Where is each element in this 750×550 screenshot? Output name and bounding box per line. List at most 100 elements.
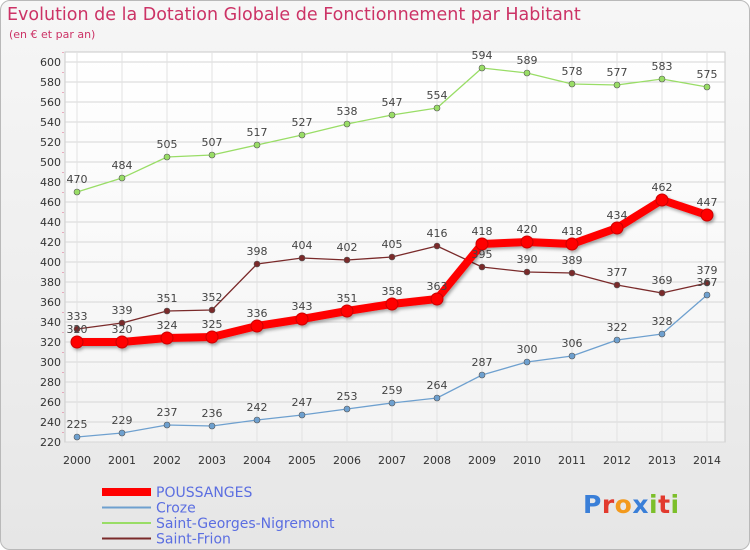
- data-label: 325: [202, 318, 223, 331]
- legend-label: Croze: [156, 501, 196, 517]
- data-label: 418: [562, 225, 583, 238]
- x-tick-label: 2007: [378, 454, 406, 467]
- data-point: [565, 237, 579, 251]
- data-label: 470: [67, 173, 88, 186]
- data-point: [433, 242, 441, 250]
- legend-label: Saint-Frion: [156, 532, 231, 548]
- data-label: 594: [472, 49, 493, 62]
- data-point: [388, 253, 396, 261]
- data-point: [253, 416, 261, 424]
- data-point: [118, 319, 126, 327]
- y-tick-label: 600: [40, 56, 61, 69]
- y-tick-label: 240: [40, 416, 61, 429]
- data-label: 416: [427, 227, 448, 240]
- x-tick-label: 2013: [648, 454, 676, 467]
- data-point: [163, 307, 171, 315]
- data-point: [298, 254, 306, 262]
- data-label: 369: [652, 274, 673, 287]
- data-label: 253: [337, 390, 358, 403]
- data-point: [568, 352, 576, 360]
- y-tick-label: 580: [40, 76, 61, 89]
- data-point: [118, 429, 126, 437]
- data-point: [523, 69, 531, 77]
- data-point: [250, 319, 264, 333]
- x-tick-label: 2012: [603, 454, 631, 467]
- data-point: [433, 104, 441, 112]
- data-point: [613, 281, 621, 289]
- data-point: [703, 291, 711, 299]
- data-point: [340, 304, 354, 318]
- y-tick-label: 540: [40, 116, 61, 129]
- data-label: 300: [517, 343, 538, 356]
- data-label: 505: [157, 138, 178, 151]
- y-tick-label: 500: [40, 156, 61, 169]
- data-point: [208, 306, 216, 314]
- data-point: [433, 394, 441, 402]
- y-tick-label: 440: [40, 216, 61, 229]
- chart-subtitle: (en € et par an): [9, 28, 96, 41]
- data-label: 324: [157, 319, 178, 332]
- y-tick-label: 220: [40, 436, 61, 449]
- data-label: 339: [112, 304, 133, 317]
- data-label: 377: [607, 266, 628, 279]
- data-label: 242: [247, 401, 268, 414]
- data-label: 527: [292, 116, 313, 129]
- legend: POUSSANGESCrozeSaint-Georges-NigremontSa…: [102, 485, 335, 548]
- x-tick-label: 2011: [558, 454, 586, 467]
- data-label: 379: [697, 264, 718, 277]
- data-point: [430, 292, 444, 306]
- legend-label: Saint-Georges-Nigremont: [156, 516, 335, 532]
- y-tick-label: 380: [40, 276, 61, 289]
- data-label: 236: [202, 407, 223, 420]
- logo-letter: r: [601, 490, 615, 519]
- data-point: [523, 358, 531, 366]
- data-point: [73, 325, 81, 333]
- data-point: [388, 111, 396, 119]
- data-point: [118, 174, 126, 182]
- data-point: [295, 312, 309, 326]
- data-label: 420: [517, 223, 538, 236]
- data-point: [253, 260, 261, 268]
- data-label: 389: [562, 254, 583, 267]
- y-tick-label: 360: [40, 296, 61, 309]
- data-label: 398: [247, 245, 268, 258]
- data-label: 247: [292, 396, 313, 409]
- y-tick-label: 480: [40, 176, 61, 189]
- y-tick-label: 560: [40, 96, 61, 109]
- plot-area: [64, 51, 726, 443]
- data-label: 578: [562, 65, 583, 78]
- logo-letter: i: [649, 490, 659, 519]
- data-label: 547: [382, 96, 403, 109]
- y-tick-label: 460: [40, 196, 61, 209]
- data-point: [343, 120, 351, 128]
- data-label: 264: [427, 379, 448, 392]
- data-point: [298, 411, 306, 419]
- x-tick-label: 2002: [153, 454, 181, 467]
- data-label: 418: [472, 225, 493, 238]
- data-point: [478, 263, 486, 271]
- x-tick-label: 2014: [693, 454, 721, 467]
- data-label: 351: [337, 292, 358, 305]
- data-label: 434: [607, 209, 628, 222]
- series-saint-frion: [73, 242, 711, 333]
- proxiti-logo: Proxiti: [583, 490, 680, 519]
- data-point: [523, 268, 531, 276]
- data-point: [613, 81, 621, 89]
- data-label: 322: [607, 321, 628, 334]
- x-tick-label: 2010: [513, 454, 541, 467]
- data-label: 358: [382, 285, 403, 298]
- x-tick-label: 2001: [108, 454, 136, 467]
- data-label: 404: [292, 239, 313, 252]
- axes: 220 240 260 280 300 320 340 360 380 400 420 440 460 4…: [40, 52, 721, 467]
- data-label: 507: [202, 136, 223, 149]
- logo-letter: t: [658, 490, 671, 519]
- data-label: 405: [382, 238, 403, 251]
- data-point: [475, 237, 489, 251]
- logo-letter: i: [670, 490, 680, 519]
- chart-title: Evolution de la Dotation Globale de Fonc…: [7, 5, 581, 25]
- y-tick-label: 300: [40, 356, 61, 369]
- y-tick-label: 340: [40, 316, 61, 329]
- data-point: [568, 269, 576, 277]
- x-tick-label: 2009: [468, 454, 496, 467]
- x-tick-label: 2004: [243, 454, 271, 467]
